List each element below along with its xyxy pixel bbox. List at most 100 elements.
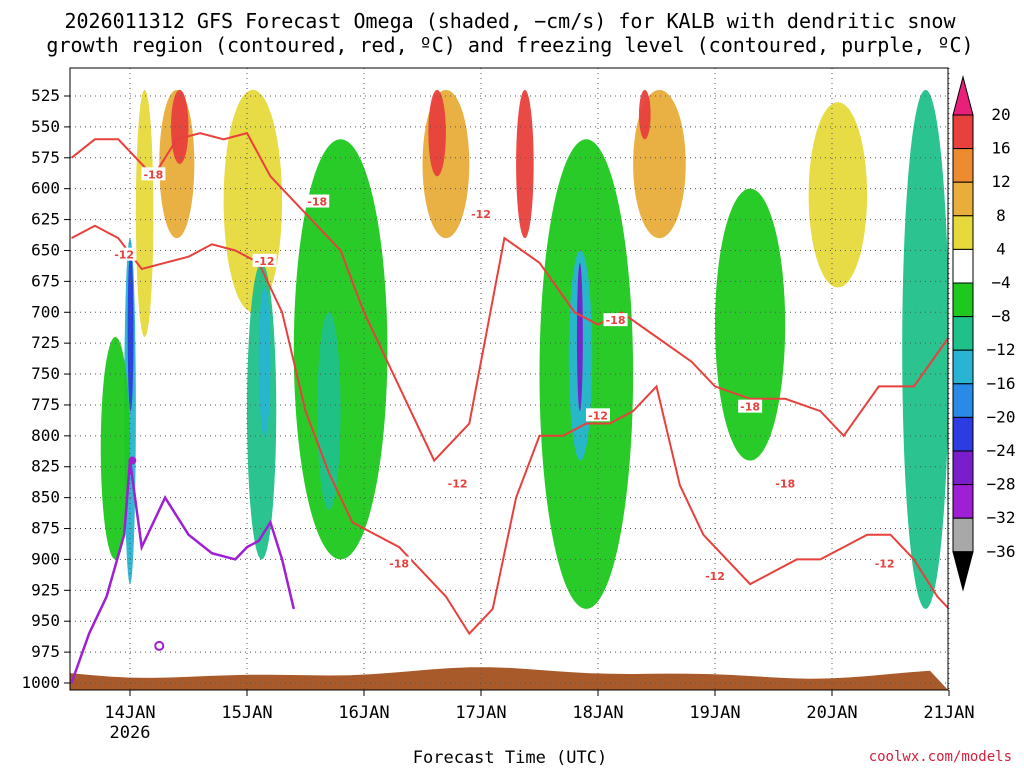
plot-area: -18 -12 -12 -18 -12 -12 -18 -18 -12 -18 -12 -18 -12 (69, 67, 950, 691)
contour-label: -18 (143, 168, 163, 181)
temperature-contours: -18 -12 -12 -18 -12 -12 -18 -18 -12 -18 -12 -18 -12 (70, 131, 948, 684)
contour-label-bg (603, 313, 628, 327)
colorbar-swatch (952, 517, 974, 553)
y-tick-label: 525 (31, 86, 60, 105)
contour-label: -18 (740, 401, 760, 414)
omega-region-8 (258, 287, 271, 436)
contour-label-bg (305, 194, 330, 208)
y-tick-label: 950 (31, 611, 60, 630)
y-tick-label: 825 (31, 457, 60, 476)
contour-label-bg (387, 556, 412, 570)
omega-region-19 (715, 188, 786, 461)
omega-region-12 (428, 89, 446, 177)
omega-colorbar: 20 16 12 8 4 −4 −8 −12 −16 −20 −24 −28 −32 −36 (952, 75, 1016, 592)
omega-region-0 (135, 89, 154, 337)
contour-label: -18 (389, 558, 409, 571)
credit-text: coolwx.com/models (869, 749, 1012, 765)
colorbar-swatch (952, 484, 974, 519)
contour-label-bg (773, 476, 798, 490)
colorbar-label: −36 (987, 542, 1016, 561)
time-axis: 14JAN 15JAN 16JAN 17JAN 18JAN 19JAN 20JAN 21JAN (104, 690, 975, 723)
omega-region-6 (223, 89, 283, 313)
colorbar-bottom-arrow (952, 551, 974, 592)
colorbar-swatch (952, 248, 974, 284)
omega-region-16 (576, 262, 583, 412)
omega-region-13 (516, 89, 534, 239)
colorbar-swatch (952, 450, 974, 486)
contour-label-bg (252, 253, 277, 267)
colorbar-label: −28 (987, 475, 1016, 494)
omega-region-9 (293, 139, 388, 560)
y-tick-label: 1000 (21, 673, 60, 692)
y-tick-label: 975 (31, 642, 60, 661)
freezing-level-ring (154, 640, 165, 651)
y-tick-label: 625 (31, 210, 60, 229)
x-tick-label: 18JAN (572, 703, 623, 723)
y-tick-label: 775 (31, 395, 60, 414)
contour-label: -12 (588, 409, 608, 422)
contour-label: -18 (307, 196, 327, 209)
y-tick-label: 650 (31, 240, 60, 259)
colorbar-label: −4 (991, 273, 1010, 292)
colorbar-label: 8 (996, 206, 1006, 225)
y-tick-label: 600 (31, 179, 60, 198)
y-tick-label: 750 (31, 364, 60, 383)
colorbar-label: −8 (991, 307, 1010, 326)
contour-label-bg (469, 206, 493, 220)
colorbar-swatch (952, 416, 974, 452)
omega-region-2 (170, 89, 189, 164)
y-tick-label: 925 (31, 580, 60, 599)
x-tick-label: 21JAN (923, 703, 974, 723)
pressure-axis: 525 550 575 600 625 650 675 700 725 750 775 800 825 8… (21, 86, 70, 692)
omega-region-4 (127, 250, 134, 412)
omega-region-21 (902, 89, 948, 609)
omega-region-5 (100, 336, 130, 560)
x-tick-label: 16JAN (338, 703, 389, 723)
omega-region-20 (808, 102, 868, 288)
contour-label-bg (872, 556, 897, 570)
colorbar-label: 4 (996, 239, 1006, 258)
contour-label: -12 (448, 477, 468, 490)
dgz-contour--12 (71, 224, 948, 636)
contour-label: -18 (775, 477, 795, 490)
omega-shading (100, 89, 948, 683)
plot-frame (69, 67, 949, 691)
y-tick-label: 725 (31, 333, 60, 352)
colorbar-label: −12 (987, 340, 1016, 359)
x-tick-label: 19JAN (689, 703, 740, 723)
terrain-profile (70, 667, 948, 690)
colorbar-swatch (952, 316, 974, 351)
dgz-contour--18 (70, 131, 948, 463)
y-tick-label: 875 (31, 519, 60, 538)
y-tick-label: 550 (31, 117, 60, 136)
x-tick-label: 20JAN (806, 703, 857, 723)
colorbar-swatch (952, 114, 974, 150)
contour-label-bg (703, 568, 727, 582)
dotted-gridlines (70, 68, 950, 690)
freezing-level-contour (70, 460, 296, 684)
y-tick-label: 800 (31, 426, 60, 445)
x-tick-label: 15JAN (221, 703, 272, 723)
colorbar-swatch (952, 215, 974, 250)
y-tick-label: 575 (31, 148, 60, 167)
colorbar-label: −20 (987, 407, 1016, 426)
colorbar-label: 16 (991, 139, 1010, 158)
contour-label-bg (738, 399, 763, 413)
colorbar-swatch (952, 282, 974, 318)
colorbar-swatch (952, 181, 974, 217)
x-axis-title: Forecast Time (UTC) (413, 748, 607, 768)
x-tick-label: 17JAN (455, 703, 506, 723)
contour-label-bg (586, 408, 610, 422)
freezing-level-marker (128, 456, 137, 465)
contour-label: -12 (255, 255, 275, 268)
x-tick-label: 14JAN (104, 703, 155, 723)
omega-region-10 (317, 312, 341, 510)
colorbar-top-arrow (952, 75, 974, 116)
chart-title-line-1: 2026011312 GFS Forecast Omega (shaded, −… (64, 9, 956, 33)
y-tick-label: 700 (31, 302, 60, 321)
colorbar-label: 20 (991, 105, 1010, 124)
colorbar-label: −16 (987, 374, 1016, 393)
x-axis-year: 2026 (110, 723, 151, 743)
colorbar-label: 12 (991, 172, 1010, 191)
